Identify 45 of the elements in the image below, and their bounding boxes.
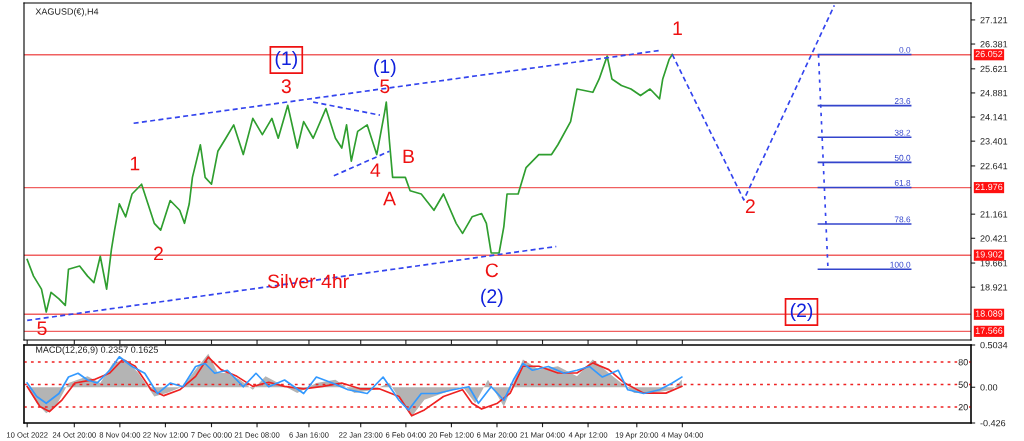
y-tick-label: -0.426 — [980, 419, 1006, 427]
y-tick-label: 21.161 — [980, 211, 1008, 218]
annotation: 5 — [380, 79, 390, 94]
ref-line-label: 26.052 — [975, 50, 1003, 58]
y2-tick-label: 20 — [958, 403, 968, 411]
annotation: 50.0 — [894, 154, 911, 161]
annotation: 38.2 — [894, 129, 911, 136]
ref-line-label: 18.089 — [975, 310, 1003, 317]
annotation: B — [403, 149, 414, 164]
text: XAGUSD(€),H4 — [35, 8, 99, 17]
annotation: 4 — [370, 163, 381, 177]
annotation: 3 — [281, 79, 291, 94]
annotation: 100.0 — [890, 261, 911, 268]
line-series — [26, 53, 674, 313]
y-tick-label: 25.621 — [980, 65, 1008, 73]
y-tick-label: 24.141 — [980, 114, 1008, 121]
ref-line-label: 21.976 — [975, 183, 1003, 191]
annotation: 23.6 — [894, 98, 911, 105]
y-tick-label: 24.881 — [980, 89, 1008, 97]
annotation: 2 — [745, 199, 755, 213]
y2-tick-label: 80 — [958, 358, 968, 366]
y-tick-label: 18.921 — [980, 284, 1008, 291]
y-tick-label: 23.401 — [980, 138, 1008, 145]
annotation: (1) — [275, 50, 297, 70]
annotation: Silver 4hr — [267, 273, 349, 289]
y-tick-label: 22.641 — [980, 162, 1008, 170]
y-tick-label: 26.381 — [980, 41, 1008, 48]
ref-line-label: 17.566 — [975, 327, 1003, 334]
y-tick-label: 0.00 — [980, 384, 998, 391]
annotation: A — [383, 191, 396, 206]
annotation: C — [485, 263, 499, 278]
annotation: 61.8 — [894, 179, 911, 186]
y-tick-label: 20.421 — [980, 235, 1008, 242]
annotation: 78.6 — [894, 216, 911, 223]
annotation: 0.0 — [899, 46, 911, 53]
y-tick-label: 19.661 — [980, 260, 1008, 267]
chart-title: MACD(12,26,9) 0.2357 0.1625 — [36, 346, 158, 355]
annotation: 1 — [130, 156, 140, 171]
y-tick-label: 0.5034 — [980, 341, 1008, 349]
y-tick-label: 27.121 — [980, 16, 1008, 24]
y2-tick-label: 50 — [958, 381, 968, 388]
annotation: 1 — [673, 21, 682, 35]
ref-line-label: 19.902 — [975, 251, 1003, 258]
annotation: (2) — [481, 288, 503, 307]
annotation: (1) — [374, 58, 396, 78]
